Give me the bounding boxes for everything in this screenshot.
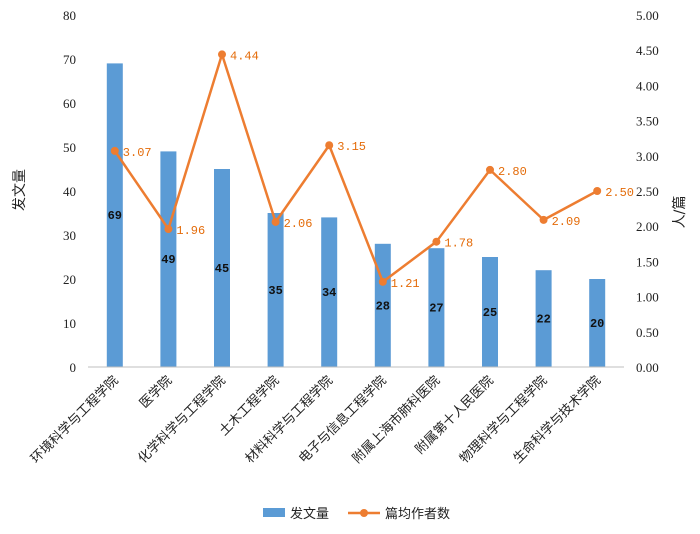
bar-series: [106, 63, 606, 368]
line-point: [593, 187, 602, 195]
bar-value-label: 49: [161, 253, 175, 267]
line-value-label: 1.21: [391, 277, 420, 291]
category-label: 生命科学与技术学院: [510, 373, 604, 467]
y2-tick-label: 0.50: [636, 325, 659, 340]
left-axis-ticks: 0 10 20 30 40 50 60 70 80: [63, 8, 76, 375]
line-point: [110, 146, 119, 155]
bar-value-label: 27: [429, 302, 443, 316]
y-tick-label: 80: [63, 8, 76, 23]
line-value-label: 2.80: [498, 165, 527, 179]
category-label: 医学院: [136, 373, 175, 412]
legend-bar-swatch: [263, 508, 285, 517]
bar-value-label: 25: [483, 306, 497, 320]
category-labels: 环境科学与工程学院 医学院化学科学与工程学院土木工程学院材料科学与工程学院电子与信…: [28, 373, 604, 467]
bar-value-label: 34: [322, 286, 336, 300]
line-value-label: 3.15: [337, 140, 366, 154]
line-point: [164, 225, 173, 234]
line-point: [218, 50, 226, 59]
bar-value-label: 69: [108, 209, 122, 223]
line-point: [539, 215, 548, 224]
category-label: 物理科学与工程学院: [456, 373, 550, 467]
y-axis-title: 发文量: [12, 169, 28, 211]
y-tick-label: 10: [63, 316, 76, 331]
line-series: [110, 50, 602, 286]
bar-value-label: 20: [590, 317, 604, 331]
category-label: 材料科学与工程学院: [242, 373, 336, 467]
line-value-label: 1.96: [176, 224, 205, 238]
y2-tick-label: 2.50: [636, 184, 659, 199]
bar-data-labels: 69 49 45 35 34 28 27 25 22 20: [108, 209, 605, 331]
legend: 发文量 篇均作者数: [263, 506, 450, 522]
line-point: [271, 217, 280, 226]
y2-tick-label: 1.50: [636, 254, 659, 269]
y-tick-label: 40: [63, 184, 76, 199]
bar: [589, 279, 606, 367]
category-label: 环境科学与工程学院: [28, 373, 122, 467]
y2-tick-label: 0.00: [636, 360, 659, 375]
category-label: 化学科学与工程学院: [135, 373, 229, 467]
line-value-label: 2.06: [284, 217, 313, 231]
line-value-label: 2.09: [552, 215, 581, 229]
y-tick-label: 60: [63, 96, 76, 111]
y-tick-label: 20: [63, 272, 76, 287]
legend-line-label: 篇均作者数: [385, 507, 450, 522]
y-tick-label: 30: [63, 228, 76, 243]
y2-tick-label: 5.00: [636, 8, 659, 23]
y2-tick-label: 4.50: [636, 43, 659, 58]
bar: [106, 63, 123, 368]
bar: [482, 257, 498, 367]
series-line: [113, 53, 598, 284]
category-label: 附属上海市肺科医院: [349, 373, 443, 467]
line-point: [486, 165, 494, 174]
bar-value-label: 28: [376, 299, 390, 313]
line-data-labels: 3.07 1.96 4.44 2.06 3.15 1.21 1.78 2.80 2.09 2.50: [123, 49, 634, 290]
bar: [267, 213, 284, 367]
y2-tick-label: 1.00: [636, 290, 659, 305]
bar: [428, 248, 445, 367]
y2-axis-title: 人/篇: [672, 196, 688, 229]
category-label: 电子与信息工程学院: [296, 373, 390, 467]
bar-value-label: 35: [268, 284, 282, 298]
legend-line-marker: [360, 509, 368, 517]
bar: [214, 169, 230, 367]
line-point: [378, 277, 387, 286]
line-point: [432, 237, 441, 246]
bar: [535, 270, 552, 367]
legend-bar-label: 发文量: [290, 506, 329, 522]
y2-tick-label: 2.00: [636, 219, 659, 234]
bar-value-label: 22: [536, 313, 550, 327]
y2-tick-label: 3.50: [636, 114, 659, 129]
line-value-label: 4.44: [230, 49, 259, 63]
line-value-label: 1.78: [444, 237, 473, 251]
bar-value-label: 45: [215, 262, 229, 276]
line-value-label: 2.50: [605, 186, 634, 200]
bar: [160, 151, 177, 367]
y-tick-label: 0: [70, 360, 77, 375]
y2-tick-label: 3.00: [636, 149, 659, 164]
bar: [321, 217, 338, 367]
y2-tick-label: 4.00: [636, 78, 659, 93]
y-tick-label: 70: [63, 52, 76, 67]
y-tick-label: 50: [63, 140, 76, 155]
line-point: [325, 141, 334, 150]
right-axis-ticks: 0.00 0.50 1.00 1.50 2.00 2.50 3.00 3.50 4.00 4.50…: [636, 8, 659, 375]
line-value-label: 3.07: [123, 146, 152, 160]
